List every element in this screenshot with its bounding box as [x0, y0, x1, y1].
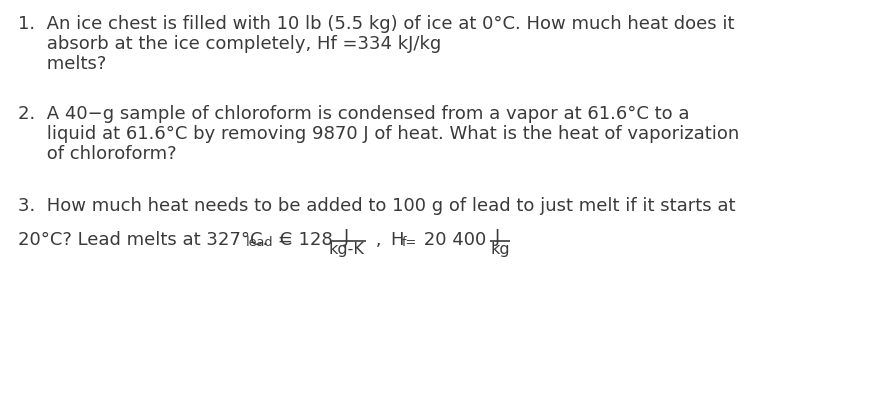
Text: of chloroform?: of chloroform?: [18, 145, 177, 163]
Text: 1.  An ice chest is filled with 10 lb (5.5 kg) of ice at 0°C. How much heat does: 1. An ice chest is filled with 10 lb (5.…: [18, 15, 735, 33]
Text: liquid at 61.6°C by removing 9870 J of heat. What is the heat of vaporization: liquid at 61.6°C by removing 9870 J of h…: [18, 125, 739, 143]
Text: kg-K: kg-K: [329, 242, 365, 257]
Text: f=: f=: [402, 236, 418, 249]
Text: = 128: = 128: [272, 231, 333, 249]
Text: 20 400: 20 400: [418, 231, 487, 249]
Text: ,: ,: [370, 231, 381, 249]
Text: kg: kg: [491, 242, 510, 257]
Text: J: J: [344, 228, 349, 246]
Text: H: H: [390, 231, 404, 249]
Text: lead: lead: [246, 236, 274, 249]
Text: J: J: [495, 228, 500, 246]
Text: melts?: melts?: [18, 55, 106, 73]
Text: 2.  A 40−g sample of chloroform is condensed from a vapor at 61.6°C to a: 2. A 40−g sample of chloroform is conden…: [18, 105, 690, 123]
Text: 20°C? Lead melts at 327°C.  C: 20°C? Lead melts at 327°C. C: [18, 231, 292, 249]
Text: absorb at the ice completely, Hf =334 kJ/kg: absorb at the ice completely, Hf =334 kJ…: [18, 35, 442, 53]
Text: 3.  How much heat needs to be added to 100 g of lead to just melt if it starts a: 3. How much heat needs to be added to 10…: [18, 197, 736, 215]
